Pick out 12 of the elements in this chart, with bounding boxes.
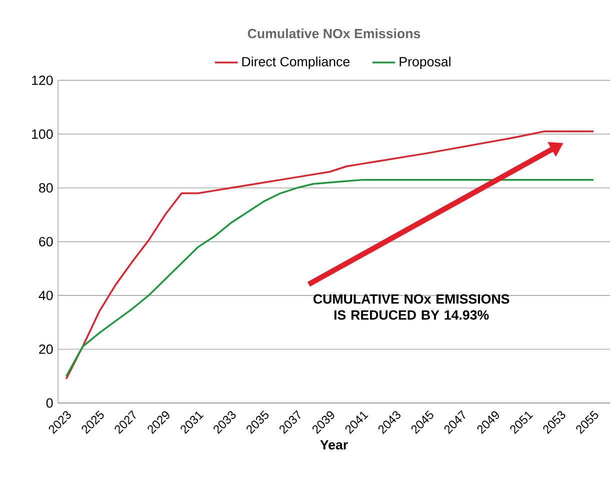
y-tick-label: 100 — [32, 129, 53, 139]
y-tick-label: 40 — [38, 290, 53, 300]
y-tick-label: 80 — [39, 183, 53, 193]
annotation: CUMULATIVE NOx EMISSIONS IS REDUCED BY 14.93% — [313, 294, 510, 320]
y-tick-label: 20 — [39, 344, 53, 354]
legend-label: Direct Compliance — [242, 56, 350, 70]
legend-label: Proposal — [400, 56, 450, 70]
y-tick-label: 0 — [46, 398, 53, 408]
x-axis-title: Year — [320, 440, 348, 450]
y-tick-label: 60 — [39, 236, 53, 246]
chart-title: Cumulative NOx Emissions — [248, 28, 420, 38]
y-tick-label: 120 — [32, 76, 53, 86]
